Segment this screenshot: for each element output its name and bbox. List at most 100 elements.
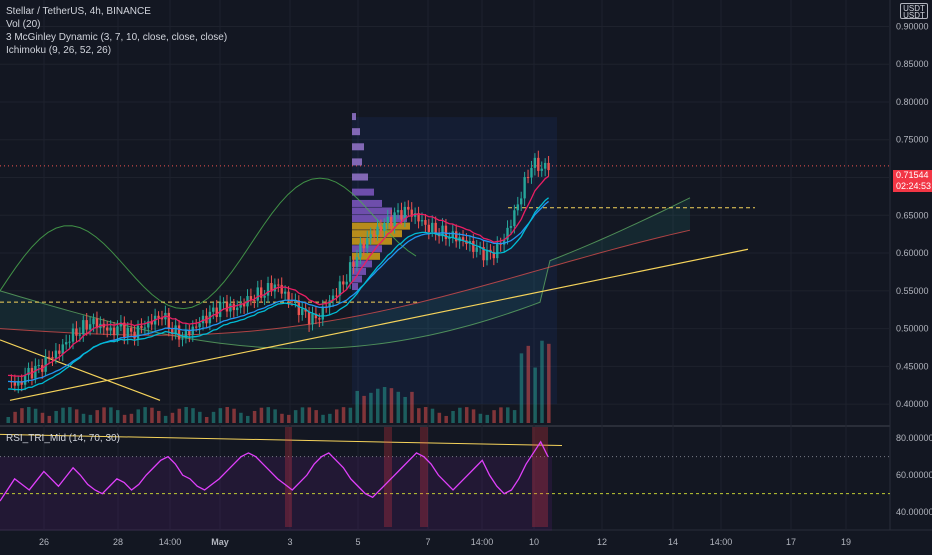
volume-bar — [266, 407, 271, 423]
candle-body — [506, 227, 509, 240]
candle-body — [318, 318, 321, 320]
candle-body — [389, 216, 393, 227]
candle-body — [410, 209, 413, 217]
volume-bar — [451, 410, 455, 423]
candle-body — [174, 325, 177, 334]
rsi-tick-label: 80.00000 — [896, 433, 932, 443]
time-tick-label: 14:00 — [471, 537, 494, 547]
volume-bar — [47, 415, 52, 423]
candle-body — [338, 281, 342, 296]
candle-body — [242, 303, 246, 307]
ichimoku-span-a — [0, 197, 691, 350]
volume-bar — [287, 414, 291, 423]
legend-mcginley[interactable]: 3 McGinley Dynamic (3, 7, 10, close, clo… — [6, 32, 228, 43]
candle-body — [485, 249, 489, 261]
volume-bar — [239, 412, 243, 423]
volume-bar — [300, 407, 305, 423]
candle-body — [160, 317, 164, 320]
volume-bar — [389, 388, 394, 423]
candle-body — [184, 330, 188, 339]
volume-bar — [232, 408, 236, 423]
volume-profile-bar — [352, 260, 372, 268]
volume-bar — [88, 414, 93, 423]
price-tick-label: 0.50000 — [896, 324, 929, 334]
candle-body — [342, 281, 345, 285]
candle-body — [331, 295, 335, 301]
candle-body — [379, 226, 383, 231]
volume-profile-bar — [352, 143, 364, 151]
candle-body — [369, 234, 372, 239]
candle-body — [311, 313, 314, 325]
volume-bar — [417, 408, 421, 423]
candle-body — [133, 331, 136, 339]
candle-body — [290, 300, 294, 302]
legend-ichimoku[interactable]: Ichimoku (9, 26, 52, 26) — [6, 45, 112, 56]
candle-body — [434, 222, 437, 234]
candle-body — [448, 237, 451, 239]
volume-bar — [74, 409, 79, 423]
time-tick-label: 5 — [355, 537, 360, 547]
candle-body — [143, 327, 147, 329]
volume-bar — [348, 407, 353, 423]
candle-body — [51, 357, 54, 359]
volume-bar — [68, 407, 72, 423]
volume-bar — [506, 407, 510, 423]
candle-body — [444, 225, 448, 239]
candle-body — [472, 240, 475, 252]
currency-button[interactable]: USDT USDT — [900, 3, 928, 20]
legend-vol[interactable]: Vol (20) — [6, 19, 41, 30]
candle-body — [348, 262, 352, 282]
candle-body — [58, 350, 61, 354]
candle-body — [123, 322, 126, 338]
volume-bar — [485, 414, 489, 423]
volume-bar — [471, 409, 476, 423]
currency-label-bottom: USDT — [903, 11, 925, 20]
candle-body — [249, 296, 253, 300]
candle-body — [82, 320, 85, 335]
volume-bar — [13, 411, 17, 423]
price-tick-label: 0.60000 — [896, 248, 929, 258]
candle-body — [417, 213, 420, 222]
volume-bar — [259, 407, 264, 423]
candle-body — [112, 327, 116, 336]
candle-body — [92, 318, 95, 325]
volume-bar — [341, 407, 346, 423]
candle-body — [376, 226, 379, 235]
legend-symbol[interactable]: Stellar / TetherUS, 4h, BINANCE — [6, 6, 151, 17]
candle-body — [75, 328, 78, 336]
time-tick-label: 14:00 — [710, 537, 733, 547]
volume-bar — [547, 343, 551, 423]
volume-bar — [540, 340, 544, 423]
candle-body — [509, 226, 513, 228]
volume-bar — [410, 391, 414, 423]
candle-body — [222, 302, 225, 304]
time-tick-label: May — [211, 537, 229, 547]
chart-legend: Stellar / TetherUS, 4h, BINANCE Vol (20)… — [6, 5, 227, 57]
time-tick-label: 28 — [113, 537, 123, 547]
candle-body — [424, 220, 427, 225]
price-tick-label: 0.65000 — [896, 210, 929, 220]
candle-body — [427, 224, 431, 233]
volume-profile-bar — [352, 275, 362, 283]
candle-body — [345, 281, 348, 285]
volume-bar — [129, 413, 134, 423]
current-price-value: 0.71544 — [896, 170, 929, 180]
candle-body — [441, 225, 444, 237]
time-tick-label: 17 — [786, 537, 796, 547]
candle-body — [167, 312, 171, 329]
candle-body — [335, 295, 338, 297]
candle-body — [157, 315, 160, 318]
candle-body — [362, 243, 366, 249]
volume-bar — [211, 411, 216, 423]
volume-bar — [252, 410, 257, 423]
time-tick-label: 19 — [841, 537, 851, 547]
current-price-tag: 0.71544 02:24:53 — [893, 170, 932, 192]
candle-body — [273, 284, 277, 292]
candle-body — [147, 321, 150, 328]
candle-body — [352, 262, 355, 267]
volume-profile-bar — [352, 173, 368, 181]
candle-body — [20, 381, 23, 385]
rsi-legend[interactable]: RSI_TRI_Mid (14, 70, 30) — [6, 433, 120, 444]
